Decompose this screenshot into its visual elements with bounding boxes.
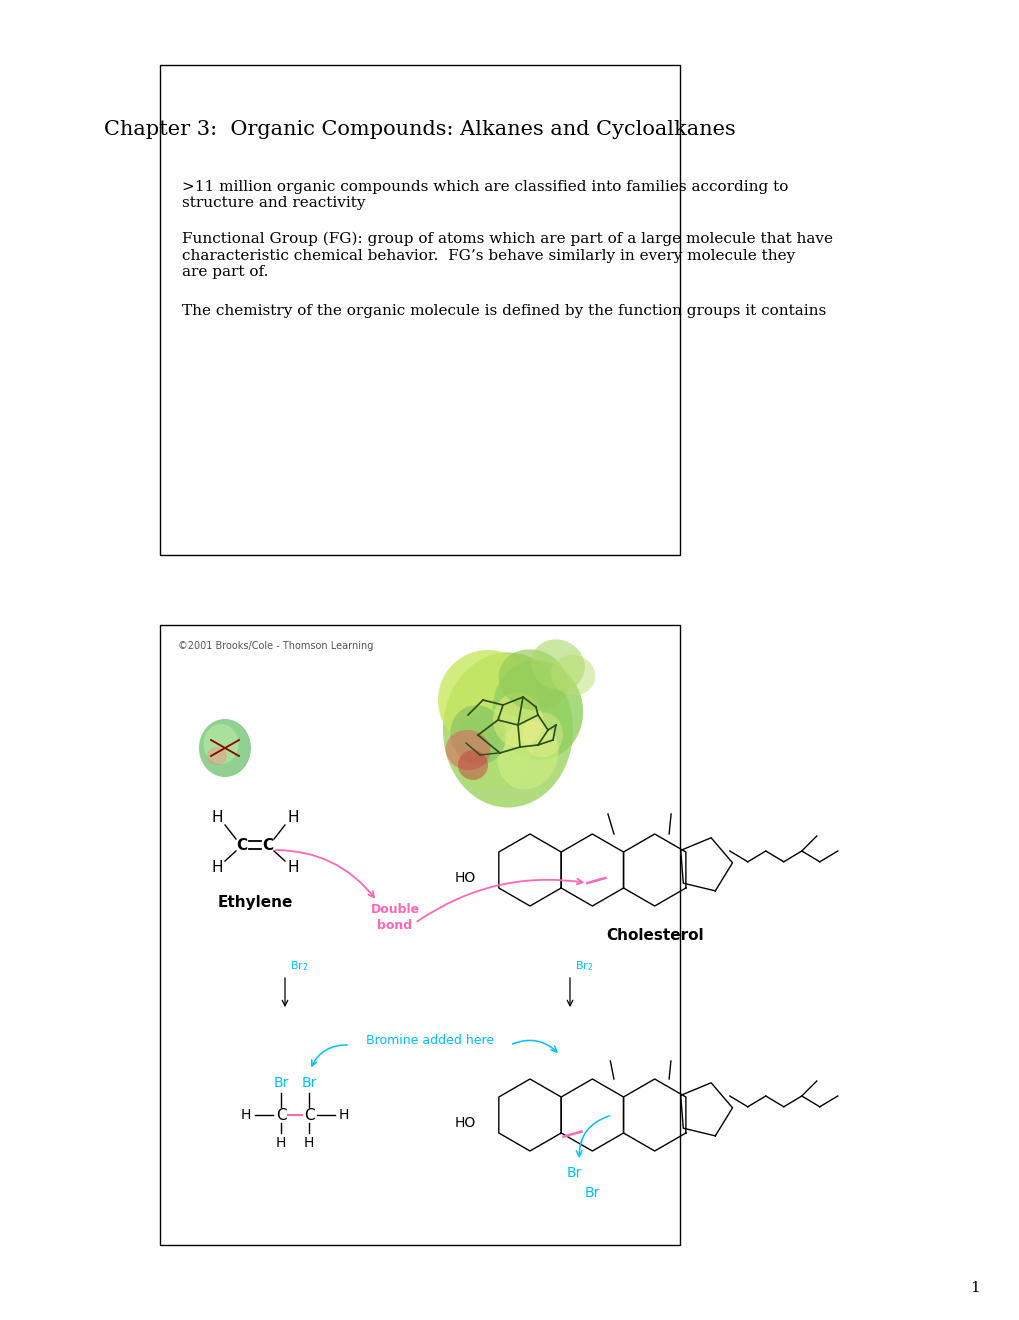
Text: The chemistry of the organic molecule is defined by the function groups it conta: The chemistry of the organic molecule is… (181, 304, 825, 318)
Ellipse shape (437, 649, 537, 750)
Ellipse shape (550, 655, 595, 696)
Text: HO: HO (454, 871, 476, 884)
Text: H: H (287, 809, 299, 825)
Text: Ethylene: Ethylene (217, 895, 292, 909)
Text: Br$_2$: Br$_2$ (289, 960, 308, 973)
Text: H: H (275, 1137, 286, 1150)
Text: Br$_2$: Br$_2$ (575, 960, 593, 973)
Ellipse shape (531, 639, 584, 690)
Ellipse shape (498, 649, 567, 710)
Text: Br: Br (273, 1076, 288, 1090)
Text: bond: bond (377, 919, 412, 932)
Ellipse shape (458, 750, 487, 780)
Text: Chapter 3:  Organic Compounds: Alkanes and Cycloalkanes: Chapter 3: Organic Compounds: Alkanes an… (104, 120, 735, 139)
Text: Br: Br (301, 1076, 316, 1090)
Ellipse shape (492, 693, 542, 747)
Ellipse shape (199, 719, 251, 777)
Bar (160, 624, 680, 1245)
Text: ©2001 Brooks/Cole - Thomson Learning: ©2001 Brooks/Cole - Thomson Learning (178, 642, 373, 651)
Text: C: C (262, 837, 273, 853)
Ellipse shape (204, 723, 238, 764)
Ellipse shape (442, 652, 573, 808)
Text: H: H (304, 1137, 314, 1150)
Text: Double: Double (370, 903, 419, 916)
Text: Bromine added here: Bromine added here (366, 1034, 493, 1047)
Ellipse shape (497, 721, 558, 789)
Text: H: H (211, 809, 222, 825)
Text: C: C (236, 837, 248, 853)
Ellipse shape (523, 713, 562, 758)
Text: C: C (304, 1107, 314, 1122)
Ellipse shape (449, 705, 505, 764)
Ellipse shape (492, 660, 583, 760)
Bar (160, 65, 680, 554)
Text: Functional Group (FG): group of atoms which are part of a large molecule that ha: Functional Group (FG): group of atoms wh… (181, 232, 833, 279)
Ellipse shape (445, 730, 490, 770)
Text: Cholesterol: Cholesterol (605, 928, 703, 942)
Text: Br: Br (567, 1166, 582, 1180)
Text: 1: 1 (969, 1280, 979, 1295)
Ellipse shape (452, 710, 533, 789)
Ellipse shape (207, 747, 227, 766)
Text: Br: Br (584, 1185, 599, 1200)
Text: C: C (275, 1107, 286, 1122)
Text: H: H (287, 859, 299, 874)
Text: >11 million organic compounds which are classified into families according to
st: >11 million organic compounds which are … (181, 180, 788, 210)
Text: H: H (211, 859, 222, 874)
Text: HO: HO (454, 1115, 476, 1130)
Text: H: H (338, 1107, 348, 1122)
Text: H: H (240, 1107, 251, 1122)
